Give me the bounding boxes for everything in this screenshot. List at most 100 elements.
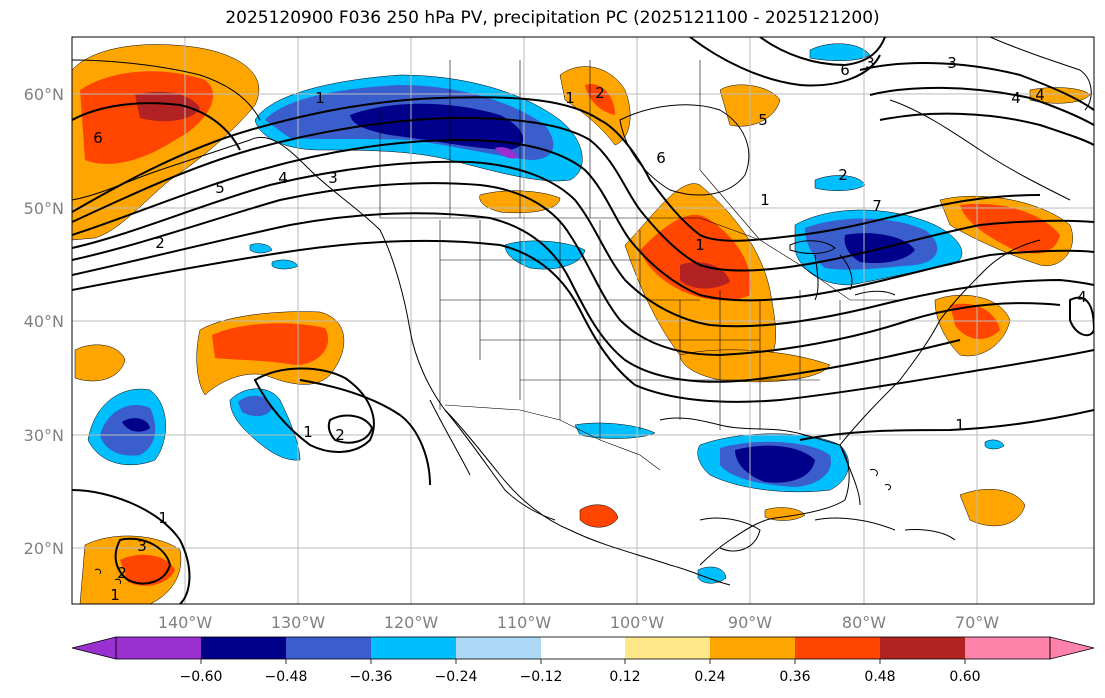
pv-contour-7: [72, 96, 1041, 242]
pv-contour-5: [72, 138, 1094, 302]
contour-label: 4: [278, 169, 288, 187]
great-lakes-erie: [854, 290, 896, 296]
precip-neg-mexico-south: [697, 566, 727, 584]
precip-pos-atlantic-se: [959, 489, 1026, 527]
contour-label: 1: [110, 586, 120, 604]
colorbar-tick-label: 0.24: [694, 669, 725, 685]
contour-label: 2: [155, 234, 165, 252]
us-mexico-border: [444, 404, 661, 471]
pv-contour-1-south: [253, 367, 375, 453]
contour-label: 2: [595, 84, 605, 102]
colorbar-extend-low: [71, 636, 117, 660]
pv-contour-north-2: [759, 37, 886, 67]
colorbar-segment: [286, 637, 371, 659]
contour-label: 3: [865, 54, 875, 72]
precip-pos-caribbean: [764, 507, 806, 521]
pv-contour-1: [72, 239, 1094, 403]
precip-neg-pacific-30n-core: [122, 418, 150, 432]
pv-contour-1-central: [299, 379, 431, 486]
precip-neg-hudson-bay: [814, 175, 866, 191]
contour-label: 5: [215, 179, 225, 197]
contour-label: 1: [565, 89, 575, 107]
lon-label-110w: 110°W: [497, 613, 552, 632]
baja: [429, 399, 471, 476]
contour-label: 7: [872, 197, 882, 215]
hudson-bay: [619, 104, 750, 196]
pv-contour-2-south: [327, 414, 374, 444]
contour-label: 3: [137, 537, 147, 555]
lon-label-100w: 100°W: [610, 613, 665, 632]
map-layers: 7 6 5 4 3 2 1 1 1 1 2 3 2 1 4 3 7 6 6 5 …: [63, 37, 1094, 604]
precip-positive-areas: [72, 44, 1091, 604]
contour-label: 2: [838, 166, 848, 184]
colorbar-tick-label: 0.48: [864, 669, 895, 685]
precip-neg-canada-west-inner: [350, 103, 524, 150]
colorbar-tick-label: −0.24: [435, 669, 478, 685]
contour-label: 6: [840, 61, 850, 79]
lon-label-140w: 140°W: [158, 613, 213, 632]
contour-label: 7: [63, 200, 73, 218]
lat-label-30n: 30°N: [24, 426, 64, 445]
contour-label: 3: [947, 54, 957, 72]
hawaii-islands: [94, 568, 121, 585]
great-lakes-superior: [789, 240, 836, 254]
precip-neg-pacific-30n-inner: [100, 405, 156, 456]
colorbar-segment: [456, 637, 541, 659]
hispaniola: [904, 529, 956, 541]
yucatan: [699, 517, 761, 552]
contour-label: 6: [93, 129, 103, 147]
greenland: [989, 37, 1092, 111]
colorbar-tick-label: 0.36: [779, 669, 810, 685]
mexico-west: [444, 409, 556, 521]
lat-label-40n: 40°N: [24, 312, 64, 331]
colorbar-segment: [371, 637, 456, 659]
colorbar-segment: [201, 637, 286, 659]
lat-label-60n: 60°N: [24, 85, 64, 104]
lon-label-130w: 130°W: [271, 613, 326, 632]
contour-label: 4: [1077, 288, 1087, 306]
pv-contour-alaska: [72, 102, 241, 151]
pv-contour-north-1: [689, 37, 881, 87]
precip-pos-pacific-sw: [74, 344, 126, 382]
lon-label-70w: 70°W: [955, 613, 999, 632]
great-lakes-michigan: [814, 254, 819, 301]
pv-contour-3: [72, 182, 1061, 357]
pv-contour-north-3: [859, 62, 1094, 111]
contour-label: 5: [758, 111, 768, 129]
precip-neg-pacific-small: [249, 243, 273, 254]
states-grid-2: [440, 259, 820, 381]
bahamas: [869, 469, 892, 491]
lon-label-90w: 90°W: [728, 613, 772, 632]
graticule: [72, 37, 1094, 604]
plot-frame: [71, 36, 1095, 605]
precip-neg-cuba-east: [984, 439, 1005, 450]
precip-neg-canada-west-core: [495, 147, 518, 159]
contour-label: 1: [955, 416, 965, 434]
pv-contour-1-atlantic: [799, 409, 1094, 441]
colorbar-tick-label: −0.36: [350, 669, 393, 685]
political-borders: [379, 60, 900, 471]
pv-contour-north-5: [879, 112, 1094, 146]
colorbar-tick-label: 0.60: [949, 669, 980, 685]
contour-label: 4: [1035, 86, 1045, 104]
colorbar-segment: [880, 637, 965, 659]
colorbar-tick-label: −0.12: [520, 669, 563, 685]
colorbar-extend-high: [1049, 636, 1095, 660]
colorbar-ticks: [200, 659, 966, 664]
contour-label: 6: [656, 149, 666, 167]
colorbar-segment: [710, 637, 795, 659]
precip-neg-dakota: [504, 240, 586, 270]
map-title: 2025120900 F036 250 hPa PV, precipitatio…: [225, 8, 880, 28]
colorbar-segment: [625, 637, 710, 659]
precip-pos-bc-coast-inner: [585, 84, 615, 115]
precip-neg-baffin: [809, 43, 871, 61]
lon-label-80w: 80°W: [842, 613, 886, 632]
colorbar: −0.60 −0.48 −0.36 −0.24 −0.12 0.12 0.24 …: [71, 636, 1095, 685]
contour-label: 3: [328, 169, 338, 187]
lat-label-50n: 50°N: [24, 199, 64, 218]
contour-label: 1: [760, 191, 770, 209]
pv-contour-6: [72, 116, 1094, 272]
contour-label: 1: [158, 509, 168, 527]
colorbar-segment: [541, 637, 625, 659]
